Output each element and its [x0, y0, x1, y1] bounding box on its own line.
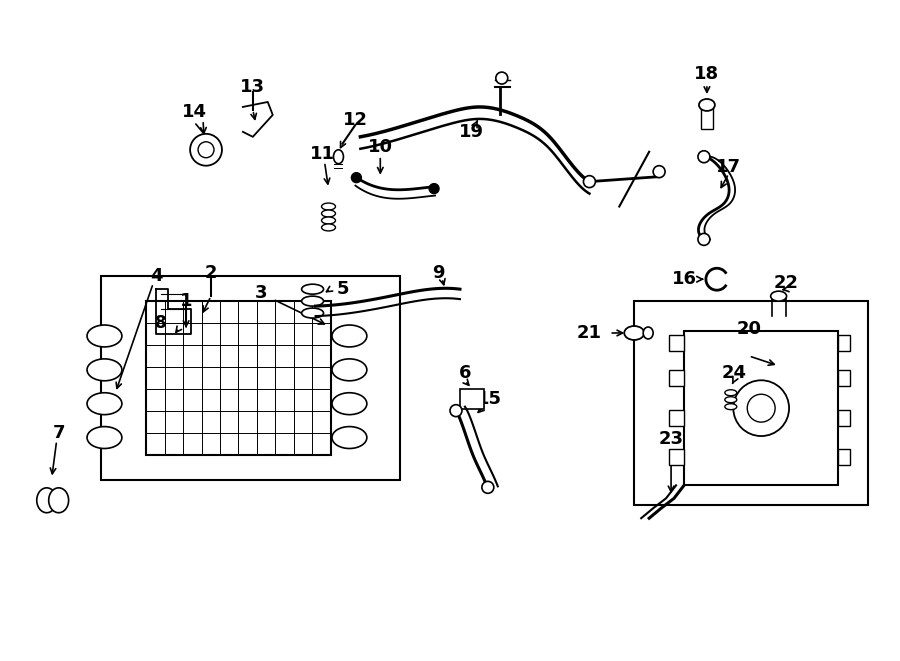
Bar — [460, 389, 484, 408]
Ellipse shape — [321, 224, 336, 231]
Ellipse shape — [321, 203, 336, 210]
Ellipse shape — [699, 99, 715, 111]
Ellipse shape — [724, 390, 737, 396]
Circle shape — [496, 72, 508, 84]
Ellipse shape — [321, 210, 336, 217]
Text: 22: 22 — [774, 274, 799, 292]
Text: 12: 12 — [343, 111, 368, 129]
Ellipse shape — [321, 217, 336, 224]
Circle shape — [698, 233, 710, 245]
Bar — [669, 449, 684, 465]
Circle shape — [734, 380, 789, 436]
Ellipse shape — [302, 296, 323, 306]
Ellipse shape — [332, 325, 367, 347]
Ellipse shape — [334, 150, 344, 164]
Text: 1: 1 — [180, 292, 193, 310]
Ellipse shape — [332, 359, 367, 381]
Text: 10: 10 — [368, 137, 392, 156]
Text: 6: 6 — [459, 364, 472, 382]
Text: 11: 11 — [310, 145, 335, 163]
Bar — [839, 449, 850, 465]
Circle shape — [198, 142, 214, 158]
Text: 2: 2 — [205, 264, 217, 282]
Ellipse shape — [302, 284, 323, 294]
Circle shape — [698, 151, 710, 163]
Ellipse shape — [724, 404, 737, 410]
Text: 5: 5 — [337, 280, 348, 298]
Ellipse shape — [644, 327, 653, 339]
Bar — [634, 301, 868, 505]
Text: 21: 21 — [577, 324, 602, 342]
Bar — [839, 335, 850, 351]
Circle shape — [190, 134, 222, 166]
Circle shape — [583, 176, 596, 188]
Ellipse shape — [770, 291, 787, 301]
Bar — [669, 335, 684, 351]
Text: 16: 16 — [671, 270, 697, 288]
Bar — [669, 410, 684, 426]
Circle shape — [351, 173, 362, 182]
Bar — [839, 410, 850, 426]
Text: 18: 18 — [695, 65, 719, 83]
Bar — [669, 370, 684, 386]
Ellipse shape — [332, 426, 367, 449]
Bar — [102, 276, 400, 481]
Bar — [839, 370, 850, 386]
Circle shape — [450, 405, 462, 416]
Bar — [684, 331, 839, 485]
Ellipse shape — [87, 325, 122, 347]
Ellipse shape — [37, 488, 57, 513]
Ellipse shape — [87, 359, 122, 381]
Text: 19: 19 — [459, 123, 484, 141]
Ellipse shape — [302, 308, 323, 318]
Text: 17: 17 — [716, 158, 742, 176]
Ellipse shape — [49, 488, 68, 513]
Text: 20: 20 — [736, 320, 761, 338]
Text: 8: 8 — [156, 314, 167, 332]
Ellipse shape — [87, 426, 122, 449]
Ellipse shape — [625, 326, 644, 340]
Text: 4: 4 — [150, 267, 163, 286]
Text: 9: 9 — [432, 264, 445, 282]
Circle shape — [429, 184, 439, 194]
Ellipse shape — [724, 397, 737, 403]
Text: 3: 3 — [255, 284, 267, 302]
Circle shape — [653, 166, 665, 178]
Text: 13: 13 — [240, 78, 266, 96]
Ellipse shape — [332, 393, 367, 414]
Circle shape — [747, 394, 775, 422]
Text: 15: 15 — [477, 390, 502, 408]
Bar — [147, 301, 330, 455]
Text: 14: 14 — [182, 103, 207, 121]
Bar — [701, 104, 713, 129]
Text: 7: 7 — [52, 424, 65, 442]
Ellipse shape — [87, 393, 122, 414]
Text: 23: 23 — [659, 430, 684, 447]
Text: 24: 24 — [721, 364, 746, 382]
Circle shape — [482, 481, 494, 493]
